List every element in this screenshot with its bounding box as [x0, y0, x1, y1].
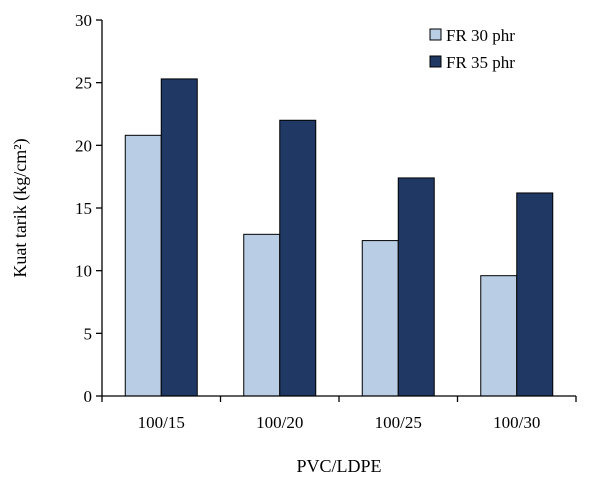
y-axis-label: Kuat tarik (kg/cm²)	[10, 138, 31, 277]
legend-label-1: FR 30 phr	[446, 26, 515, 45]
legend-swatch-1	[429, 28, 442, 41]
bar-1-100-30	[480, 275, 518, 397]
x-ticks-group: 100/15 100/20 100/25 100/30	[101, 396, 577, 432]
x-tick-label: 100/30	[493, 413, 540, 432]
bar-1-100-20	[243, 233, 281, 397]
y-ticks-group: 0 5 10 15 20 25 30	[75, 11, 102, 406]
bar-2-100-20	[279, 119, 317, 397]
x-tick-label: 100/15	[138, 413, 185, 432]
y-tick-label: 20	[75, 136, 92, 155]
legend-label-2: FR 35 phr	[446, 53, 515, 72]
bar-1-100-15	[124, 134, 162, 397]
bar-2-100-15	[160, 78, 198, 397]
y-tick-label: 5	[84, 324, 93, 343]
y-tick-label: 30	[75, 11, 92, 30]
legend-swatch-2	[429, 55, 442, 68]
bars-group	[124, 78, 554, 397]
y-tick-label: 25	[75, 74, 92, 93]
y-tick-label: 15	[75, 199, 92, 218]
y-tick-label: 0	[84, 387, 93, 406]
bar-2-100-30	[516, 192, 554, 397]
x-tick-label: 100/25	[375, 413, 422, 432]
legend: FR 30 phr FR 35 phr	[429, 26, 515, 72]
y-tick-label: 10	[75, 262, 92, 281]
bar-2-100-25	[397, 177, 435, 397]
bar-1-100-25	[361, 240, 399, 397]
x-tick-label: 100/20	[256, 413, 303, 432]
x-axis-label: PVC/LDPE	[296, 456, 381, 476]
